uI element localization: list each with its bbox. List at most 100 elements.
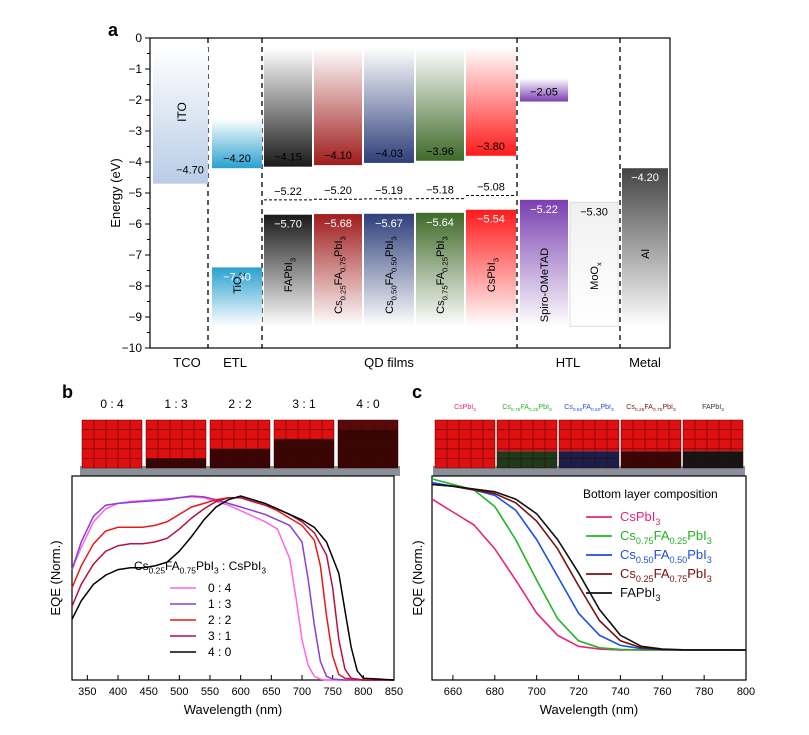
- band-vb-label: −5.22: [530, 204, 558, 216]
- panel-a-ylabel: Energy (eV): [108, 158, 123, 227]
- band-vb-label: −5.54: [477, 214, 505, 226]
- band-moox-label: MoOx: [589, 262, 603, 290]
- panel-b-legend-label: 2 : 2: [208, 613, 232, 627]
- panel-a-group-label: TCO: [173, 355, 200, 370]
- band-ito: [153, 47, 208, 184]
- panel-a-group-label: ETL: [223, 355, 247, 370]
- band-vb-Cs0.50FA0.50PbI3: [364, 213, 414, 327]
- panel-c-composition-label: Cs0.25FA0.75PbI3: [626, 404, 676, 413]
- panel-c-xtick-label: 720: [569, 686, 587, 698]
- band-vb-label: −5.68: [324, 218, 352, 230]
- band-cb-label: −4.20: [223, 153, 251, 165]
- band-cb-label: −4.15: [274, 152, 302, 164]
- panel-a-ytick-label: −1: [128, 62, 142, 76]
- panel-b-xtick-label: 700: [293, 686, 311, 698]
- panel-c-legend-label: Cs0.50FA0.50PbI3: [620, 547, 712, 565]
- band-cb-Cs0.75FA0.25PbI3: [416, 47, 464, 161]
- panel-b-ratio-label: 0 : 4: [100, 397, 124, 411]
- band-cb-label: −3.96: [426, 146, 454, 158]
- panel-b-cube: [144, 419, 208, 476]
- band-vb-label: −7.40: [223, 271, 251, 283]
- band-vb-Cs0.25FA0.75PbI3: [314, 214, 362, 327]
- band-al-level: −4.20: [631, 172, 659, 184]
- band-vb-Spiro-OMeTAD: [520, 199, 568, 327]
- panel-a-ytick-label: 0: [135, 31, 142, 45]
- band-cb-TiO: [212, 118, 262, 169]
- band-cb-label: −4.03: [375, 148, 403, 160]
- panel-b-series-line: [71, 497, 394, 681]
- panel-a-group-label: HTL: [556, 355, 581, 370]
- panel-b-xtick-label: 550: [201, 686, 219, 698]
- panel-a-ytick-label: −6: [128, 217, 142, 231]
- panel-c-xtick-label: 680: [486, 686, 504, 698]
- panel-a-energy-diagram: 0 −1 −2 −3 −4 −5 −6 −7 −8 −9 −10 Energy (eV) TCO ETL Q…: [108, 31, 671, 370]
- panel-a-ytick-label: −4: [128, 155, 142, 169]
- band-ito-level: −4.70: [176, 165, 204, 177]
- band-vb-label: −5.67: [375, 218, 403, 230]
- panel-c-cube: [433, 419, 497, 476]
- panel-c-xlabel: Wavelength (nm): [540, 702, 639, 717]
- panel-b-xtick-label: 450: [139, 686, 157, 698]
- panel-b-legend-title: Cs0.25FA0.75PbI3 : CsPbI3: [134, 559, 266, 576]
- band-material-label: Spiro-OMeTAD: [539, 248, 551, 322]
- panel-b-ratio-label: 1 : 3: [164, 397, 188, 411]
- panel-b-eqe-ratio: 0 : 4 1 : 3 2 : 2 3 : 1 4 : 0 350 400 450 500 550…: [48, 397, 403, 717]
- panel-b-xtick-label: 600: [231, 686, 249, 698]
- panel-c-xtick-label: 760: [653, 686, 671, 698]
- band-mid-label: −5.22: [274, 186, 302, 198]
- band-cb-label: −4.10: [324, 150, 352, 162]
- band-mid-label: −5.20: [324, 185, 352, 197]
- band-cb-CsPbI: [466, 47, 516, 156]
- band-vb-Cs0.75FA0.25PbI3: [416, 212, 464, 327]
- panel-c-composition-label: Cs0.50FA0.50PbI3: [564, 404, 614, 413]
- band-material-label: Cs0.25FA0.75PbI3: [333, 236, 347, 314]
- panel-b-xtick-label: 750: [323, 686, 341, 698]
- panel-a-group-label: QD films: [364, 355, 414, 370]
- panel-c-composition-label: CsPbI3: [454, 404, 476, 413]
- band-vb-label: −5.70: [274, 219, 302, 231]
- panel-b-ratio-label: 3 : 1: [292, 397, 316, 411]
- panel-b-frame: [71, 475, 395, 681]
- panel-b-cube: [336, 419, 400, 476]
- panel-b-series-line: [71, 497, 394, 681]
- panel-c-xtick-label: 700: [527, 686, 545, 698]
- band-al: [622, 168, 668, 327]
- panel-c-cube: [495, 419, 559, 476]
- panel-b-series-line: [71, 495, 395, 681]
- panel-a-ytick-label: −5: [128, 186, 142, 200]
- band-cb-Spiro-OMeTAD: [520, 78, 568, 102]
- panel-c-xtick-label: 740: [611, 686, 629, 698]
- panel-c-xtick-label: 660: [444, 686, 462, 698]
- band-moox-level: −5.30: [580, 206, 608, 218]
- panel-a-ytick-label: −2: [128, 93, 142, 107]
- panel-c-legend-title: Bottom layer composition: [583, 487, 718, 501]
- panel-c-xtick-label: 800: [737, 686, 755, 698]
- panel-c-eqe-bottom-layer: CsPbI3 Cs0.75FA0.25PbI3 Cs0.50FA0.50PbI3 Cs…: [410, 404, 755, 717]
- panel-a-ytick-label: −10: [122, 341, 143, 355]
- band-material-label: Cs0.75FA0.25PbI3: [435, 236, 449, 314]
- panel-c-legend-label: Cs0.25FA0.75PbI3: [620, 566, 712, 584]
- band-vb-CsPbI: [466, 209, 516, 327]
- panel-b-ratio-label: 2 : 2: [228, 397, 252, 411]
- band-cb-Cs0.25FA0.75PbI3: [314, 47, 362, 166]
- panel-b-xtick-label: 500: [170, 686, 188, 698]
- band-vb-TiO: [212, 267, 262, 327]
- panel-c-legend-label: FAPbI3: [620, 585, 660, 603]
- band-material-label: FAPbI3: [283, 258, 297, 292]
- panel-b-cube: [272, 419, 336, 476]
- panel-c-cube: [557, 419, 621, 476]
- panel-b-xtick-label: 400: [109, 686, 127, 698]
- panel-b-xlabel: Wavelength (nm): [184, 702, 283, 717]
- panel-b-ylabel: EQE (Norm.): [48, 540, 63, 615]
- panel-a-ytick-label: −9: [128, 310, 142, 324]
- panel-c-cube: [681, 419, 745, 476]
- band-material-label: Cs0.50FA0.50PbI3: [384, 236, 398, 314]
- panel-b-cube: [208, 419, 272, 476]
- panel-a-ytick-label: −3: [128, 124, 142, 138]
- band-vb-FAPbI: [264, 214, 312, 327]
- band-ito-label: ITO: [175, 102, 189, 122]
- panel-b-series-line: [71, 496, 394, 681]
- panel-b-series-line: [71, 495, 394, 681]
- panel-b-legend-label: 1 : 3: [208, 597, 232, 611]
